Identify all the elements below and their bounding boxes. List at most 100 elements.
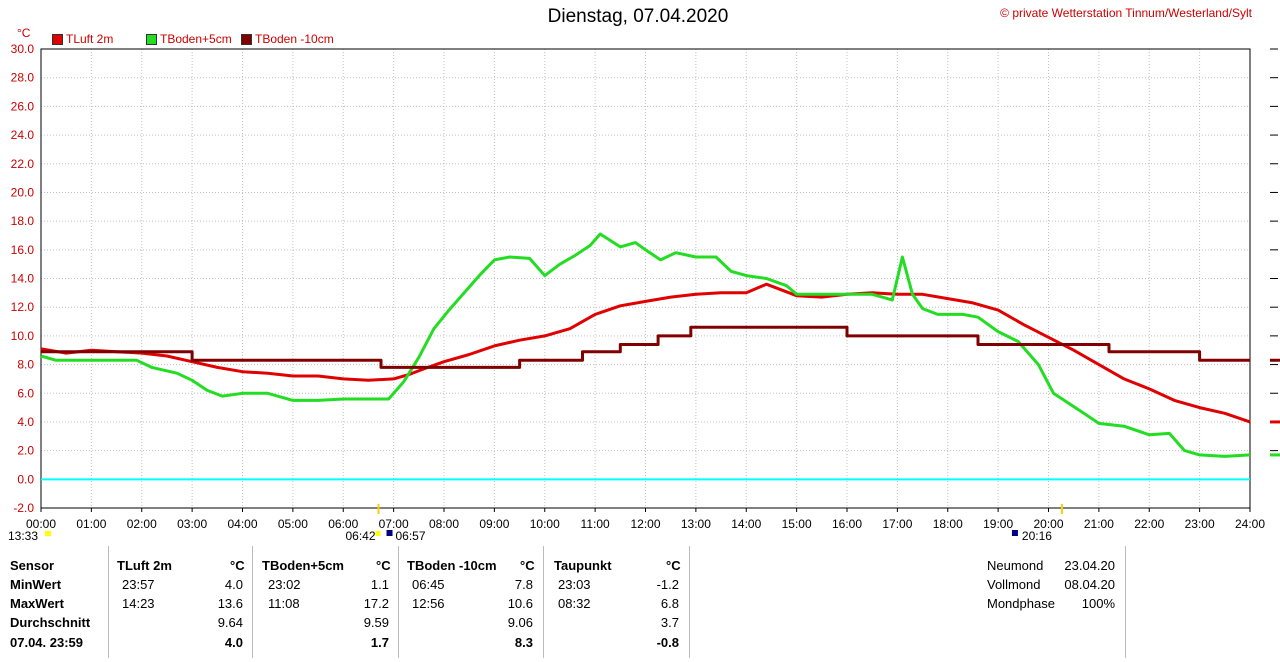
maxwert-taupunkt-time: 08:32 — [558, 596, 591, 611]
row-label-durchschnitt: Durchschnitt — [10, 615, 91, 630]
avg-tboden5-value: 9.59 — [363, 615, 389, 630]
sunrise-marker-2 — [386, 530, 393, 536]
y-tick-label: 24.0 — [11, 128, 35, 142]
moon-neumond-value: 23.04.20 — [1064, 558, 1115, 573]
header-tboden10-unit: °C — [520, 558, 535, 573]
series-line-tboden5 — [40, 232, 1251, 458]
x-tick-label: 05:00 — [278, 517, 308, 531]
minwert-tboden10-value: 7.8 — [514, 577, 533, 592]
sunset-marker — [1011, 530, 1018, 536]
x-tick-label: 18:00 — [933, 517, 963, 531]
chart-grid — [40, 48, 1251, 512]
y-tick-label: 22.0 — [11, 157, 35, 171]
maxwert-tluft-value: 13.6 — [217, 596, 243, 611]
minwert-tboden10-time: 06:45 — [412, 577, 445, 592]
x-tick-label: 12:00 — [630, 517, 660, 531]
y-tick-label: 6.0 — [17, 386, 34, 400]
y-tick-label: 0.0 — [17, 472, 34, 486]
sunrise-marker-1 — [375, 531, 381, 536]
row-label-current: 07.04. 23:59 — [10, 635, 84, 650]
moon-neumond-label: Neumond — [987, 558, 1044, 573]
x-tick-label: 09:00 — [479, 517, 509, 531]
minwert-tboden5-value: 1.1 — [370, 577, 389, 592]
maxwert-tboden5-value: 17.2 — [363, 596, 389, 611]
right-edge-markers — [1270, 48, 1280, 457]
legend-label-tboden5: TBoden+5cm — [160, 32, 232, 46]
current-tboden10-value: 8.3 — [514, 635, 533, 650]
minwert-tboden5-time: 23:02 — [268, 577, 301, 592]
plot-frame — [40, 48, 1251, 509]
avg-tboden10-value: 9.06 — [507, 615, 533, 630]
current-taupunkt-value: -0.8 — [656, 635, 679, 650]
legend-item-tluft: TLuft 2m — [52, 32, 113, 46]
maxwert-taupunkt-value: 6.8 — [660, 596, 679, 611]
sunrise-label-2: 06:57 — [396, 529, 426, 543]
moon-phase-value: 100% — [1081, 596, 1115, 611]
y-tick-label: -2.0 — [13, 501, 34, 515]
x-tick-label: 20:00 — [1033, 517, 1063, 531]
minwert-taupunkt-time: 23:03 — [558, 577, 591, 592]
legend-label-tboden10: TBoden -10cm — [255, 32, 334, 46]
y-tick-label: 10.0 — [11, 329, 35, 343]
x-tick-label: 07:00 — [379, 517, 409, 531]
x-tick-label: 16:00 — [832, 517, 862, 531]
x-tick-label: 23:00 — [1185, 517, 1215, 531]
column-divider — [689, 546, 690, 658]
y-tick-label: 28.0 — [11, 71, 35, 85]
header-taupunkt-unit: °C — [666, 558, 681, 573]
x-tick-label: 21:00 — [1084, 517, 1114, 531]
minwert-tluft-time: 23:57 — [122, 577, 155, 592]
moon-vollmond-value: 08.04.20 — [1064, 577, 1115, 592]
x-tick-label: 22:00 — [1134, 517, 1164, 531]
avg-taupunkt-value: 3.7 — [660, 615, 679, 630]
sunrise-label-1: 06:42 — [345, 529, 375, 543]
row-label-minwert: MinWert — [10, 577, 62, 592]
header-taupunkt: Taupunkt — [554, 558, 612, 573]
stats-table: Sensor TLuft 2m °C TBoden+5cm °C TBoden … — [0, 546, 1280, 662]
column-divider — [252, 546, 253, 658]
y-tick-label: 2.0 — [17, 444, 34, 458]
y-axis-ticks: -2.0 0.0 2.0 4.0 6.0 8.0 10.0 12.0 14.0 16.0 18.0 2… — [11, 42, 35, 515]
maxwert-tluft-time: 14:23 — [122, 596, 155, 611]
column-divider — [108, 546, 109, 658]
y-tick-label: 26.0 — [11, 99, 35, 113]
header-tluft-unit: °C — [230, 558, 245, 573]
x-tick-label: 03:00 — [177, 517, 207, 531]
y-tick-label: 8.0 — [17, 358, 34, 372]
chart-series — [40, 232, 1251, 458]
series-line-tboden10 — [41, 325, 1250, 369]
series-line-tluft — [40, 282, 1251, 424]
x-tick-label: 10:00 — [530, 517, 560, 531]
column-divider — [1125, 546, 1126, 658]
legend-item-tboden10: TBoden -10cm — [241, 32, 334, 46]
x-tick-label: 02:00 — [127, 517, 157, 531]
moon-vollmond-label: Vollmond — [987, 577, 1041, 592]
legend-swatch-tboden5 — [146, 33, 157, 45]
x-tick-label: 13:00 — [681, 517, 711, 531]
header-tboden5: TBoden+5cm — [262, 558, 344, 573]
legend-swatch-tluft — [52, 33, 63, 45]
x-axis-ticks: 00:00 01:00 02:00 03:00 04:00 05:00 06:00 07:00… — [26, 517, 1265, 531]
x-tick-label: 17:00 — [882, 517, 912, 531]
sun-markers: 13:33 06:42 06:57 20:16 — [8, 504, 1063, 543]
x-tick-label: 06:00 — [328, 517, 358, 531]
sun-marker-left — [45, 531, 51, 536]
x-tick-label: 04:00 — [227, 517, 257, 531]
copyright-note: © private Wetterstation Tinnum/Westerlan… — [1000, 6, 1252, 20]
header-sensor: Sensor — [10, 558, 55, 573]
header-tboden5-unit: °C — [376, 558, 391, 573]
sunset-label: 20:16 — [1022, 529, 1052, 543]
x-tick-label: 19:00 — [983, 517, 1013, 531]
x-tick-label: 11:00 — [581, 517, 610, 531]
maxwert-tboden10-value: 10.6 — [507, 596, 533, 611]
y-tick-label: 14.0 — [11, 272, 35, 286]
x-tick-label: 15:00 — [782, 517, 812, 531]
sun-label-left: 13:33 — [8, 529, 38, 543]
y-tick-label: 20.0 — [11, 185, 35, 199]
moon-phase-label: Mondphase — [987, 596, 1055, 611]
y-tick-label: 4.0 — [17, 415, 34, 429]
y-axis-unit: °C — [17, 26, 31, 40]
header-tluft: TLuft 2m — [117, 558, 172, 573]
x-tick-label: 14:00 — [731, 517, 761, 531]
row-label-maxwert: MaxWert — [10, 596, 64, 611]
